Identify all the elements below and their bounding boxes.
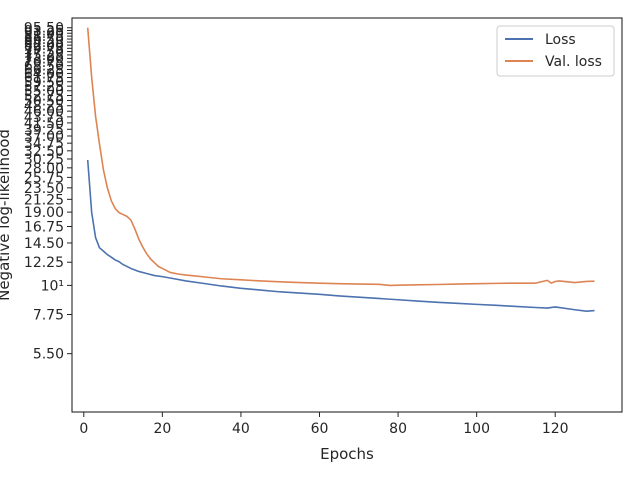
y-tick-label: 77.50	[24, 45, 64, 61]
y-tick-label: 41.50	[24, 116, 64, 132]
series-layer	[86, 27, 595, 312]
plot-background	[72, 18, 622, 412]
legend-label-loss: Loss	[545, 32, 576, 48]
y-tick-label: 93.25	[24, 23, 64, 39]
y-tick-label: 57.25	[24, 79, 64, 95]
y-tick-label: 68.50	[24, 59, 64, 75]
y-tick-label: 59.50	[24, 75, 64, 91]
x-axis-label: Epochs	[320, 445, 374, 463]
y-tick-label: 21.25	[24, 192, 64, 208]
y-tick-label: 19.00	[24, 205, 64, 221]
x-tick-label: 20	[153, 421, 171, 437]
y-tick-label: 95.50	[24, 21, 64, 37]
x-tick-label: 40	[232, 421, 250, 437]
y-tick-label: 64.00	[24, 66, 64, 82]
y-tick-label: 28.00	[24, 161, 64, 177]
y-tick-label: 37.00	[24, 129, 64, 145]
legend-label-val-loss: Val. loss	[545, 54, 602, 70]
x-tick-label: 80	[389, 421, 407, 437]
y-tick-label: 16.75	[24, 220, 64, 236]
y-tick-label: 70.75	[24, 55, 64, 71]
y-tick-label: 39.25	[24, 122, 64, 138]
y-tick-label: 25.75	[24, 170, 64, 186]
y-tick-label: 82.00	[24, 38, 64, 54]
y-tick-label: 75.25	[24, 48, 64, 64]
y-tick-label: 50.50	[24, 93, 64, 109]
series-line-0	[86, 159, 595, 312]
y-axis-label: Negative log-likelihood	[0, 129, 13, 301]
y-tick-label: 91.00	[24, 26, 64, 42]
y-axis-ticks: 5.50 7.75 10¹ 12.25 14.5016.7519.0021.2523.5…	[24, 21, 72, 363]
y-tick-label: 12.25	[24, 255, 64, 271]
y-tick-label: 88.75	[24, 29, 64, 45]
x-axis-ticks: 0 20 40 60 80 100 120	[79, 412, 569, 437]
x-tick-label: 100	[463, 421, 490, 437]
y-tick-label: 5.50	[33, 347, 64, 363]
y-tick-label: 34.75	[24, 136, 64, 152]
y-tick-label: 30.25	[24, 152, 64, 168]
x-tick-label: 60	[311, 421, 329, 437]
y-tick-label: 43.75	[24, 110, 64, 126]
x-tick-label: 0	[79, 421, 88, 437]
series-line-1	[86, 27, 595, 287]
y-tick-label: 73.00	[24, 51, 64, 67]
y-tick-label: 86.50	[24, 32, 64, 48]
y-tick-label: 32.50	[24, 144, 64, 160]
x-tick-label: 120	[542, 421, 569, 437]
plot-frame	[71, 17, 623, 413]
y-tick-label: 10¹	[41, 278, 64, 294]
y-tick-label: 7.75	[33, 308, 64, 324]
y-tick-label: 48.25	[24, 99, 64, 115]
y-tick-label: 46.00	[24, 104, 64, 120]
y-tick-label: 66.25	[24, 62, 64, 78]
y-tick-label: 79.75	[24, 41, 64, 57]
y-tick-label: 84.25	[24, 35, 64, 51]
y-tick-label: 55.00	[24, 84, 64, 100]
y-tick-label: 14.50	[24, 236, 64, 252]
legend: Loss Val. loss	[496, 25, 615, 77]
y-tick-label: 23.50	[24, 181, 64, 197]
y-tick-label: 52.75	[24, 89, 64, 105]
y-tick-label: 61.75	[24, 71, 64, 87]
